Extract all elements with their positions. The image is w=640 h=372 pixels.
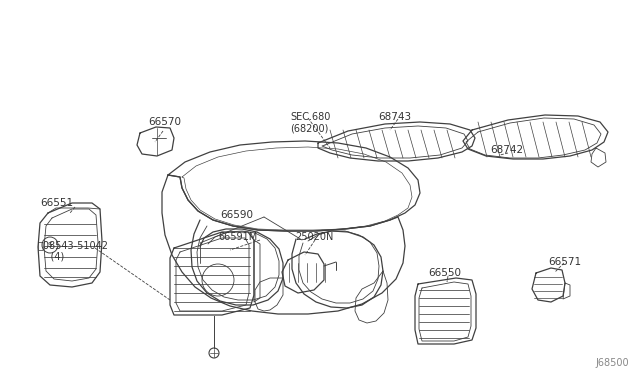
Text: 66571: 66571: [548, 257, 581, 267]
Text: 66590: 66590: [220, 210, 253, 220]
Text: S: S: [48, 242, 52, 248]
Text: SEC.680
(68200): SEC.680 (68200): [290, 112, 330, 134]
Text: 68742: 68742: [490, 145, 523, 155]
Text: 68743: 68743: [378, 112, 411, 122]
Text: 66570: 66570: [148, 117, 181, 127]
Text: 66550: 66550: [428, 268, 461, 278]
Text: 66551: 66551: [40, 198, 73, 208]
Text: 08543-51042
    (4): 08543-51042 (4): [38, 240, 109, 262]
Text: 66591M: 66591M: [218, 232, 257, 242]
Text: J68500: J68500: [595, 358, 628, 368]
Text: 25020N: 25020N: [295, 232, 333, 242]
